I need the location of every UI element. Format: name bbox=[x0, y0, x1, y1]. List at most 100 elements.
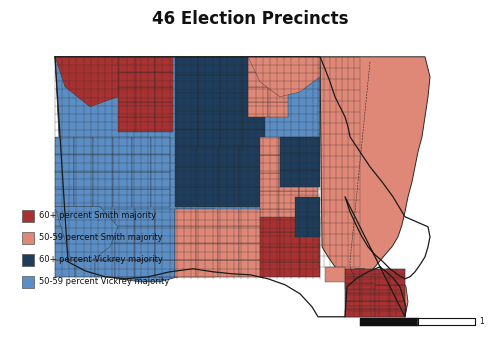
Bar bbox=[196, 187, 218, 207]
Bar bbox=[118, 57, 137, 72]
Bar bbox=[112, 189, 132, 207]
Bar bbox=[95, 226, 115, 243]
Bar bbox=[198, 129, 220, 147]
Bar bbox=[75, 243, 95, 260]
Bar bbox=[195, 260, 215, 277]
Polygon shape bbox=[55, 57, 118, 107]
Bar bbox=[375, 293, 390, 301]
Bar bbox=[175, 243, 196, 260]
Bar bbox=[55, 172, 74, 189]
Bar bbox=[260, 262, 280, 277]
Bar bbox=[135, 243, 155, 260]
Bar bbox=[218, 209, 239, 226]
Bar bbox=[220, 111, 242, 129]
Bar bbox=[175, 226, 195, 243]
Bar bbox=[175, 129, 198, 147]
Bar bbox=[112, 137, 132, 154]
Bar bbox=[242, 75, 265, 93]
Bar bbox=[115, 243, 135, 260]
Bar bbox=[195, 226, 215, 243]
Bar bbox=[175, 209, 195, 226]
Bar bbox=[95, 260, 115, 277]
Bar bbox=[115, 209, 135, 226]
Bar bbox=[239, 187, 260, 207]
Bar bbox=[300, 247, 320, 262]
Bar bbox=[175, 260, 196, 277]
Bar bbox=[136, 87, 154, 102]
Bar bbox=[118, 87, 137, 102]
Bar bbox=[22, 232, 34, 244]
Bar bbox=[298, 191, 318, 209]
Bar bbox=[118, 72, 137, 87]
Bar bbox=[298, 209, 318, 227]
Bar bbox=[375, 269, 390, 277]
Bar bbox=[198, 93, 220, 111]
Bar bbox=[260, 137, 280, 155]
Bar bbox=[135, 209, 155, 226]
Bar bbox=[132, 172, 151, 189]
Bar bbox=[280, 232, 300, 247]
Bar bbox=[280, 217, 300, 232]
Bar bbox=[196, 226, 218, 243]
Bar bbox=[55, 260, 75, 277]
Bar bbox=[268, 72, 288, 87]
Bar bbox=[95, 209, 115, 226]
Bar bbox=[218, 167, 239, 187]
Bar bbox=[345, 283, 360, 289]
Bar bbox=[360, 301, 375, 309]
Bar bbox=[55, 189, 74, 207]
Bar bbox=[345, 285, 360, 293]
Text: 60+ percent Smith majority: 60+ percent Smith majority bbox=[39, 211, 156, 220]
Bar bbox=[300, 137, 320, 153]
Bar bbox=[248, 72, 268, 87]
Bar bbox=[280, 155, 298, 173]
Bar bbox=[94, 189, 112, 207]
Bar bbox=[75, 226, 95, 243]
Bar bbox=[74, 189, 94, 207]
Bar bbox=[75, 260, 95, 277]
Bar bbox=[260, 209, 280, 227]
Bar bbox=[242, 111, 265, 129]
Bar bbox=[151, 154, 170, 172]
Bar bbox=[298, 137, 318, 155]
Bar bbox=[375, 301, 390, 309]
Bar bbox=[74, 172, 94, 189]
Bar bbox=[325, 267, 345, 282]
Bar bbox=[248, 57, 268, 72]
Bar bbox=[94, 137, 112, 154]
Bar bbox=[115, 226, 135, 243]
Bar bbox=[175, 57, 198, 75]
Bar bbox=[151, 189, 170, 207]
Bar bbox=[345, 293, 360, 301]
Bar bbox=[298, 173, 318, 191]
Bar bbox=[175, 167, 196, 187]
Bar bbox=[22, 276, 34, 288]
Bar bbox=[390, 285, 405, 293]
Text: 60+ percent Vickrey majority: 60+ percent Vickrey majority bbox=[39, 255, 163, 264]
Text: 50-59 percent Smith majority: 50-59 percent Smith majority bbox=[39, 233, 162, 242]
Bar bbox=[175, 226, 196, 243]
Bar bbox=[280, 137, 300, 153]
Bar bbox=[300, 153, 320, 170]
Bar bbox=[239, 226, 260, 243]
Bar bbox=[175, 209, 196, 226]
Bar bbox=[22, 254, 34, 266]
Bar bbox=[300, 262, 320, 277]
Bar bbox=[248, 87, 268, 102]
Bar bbox=[280, 170, 300, 187]
Bar bbox=[155, 209, 175, 226]
Bar bbox=[118, 102, 137, 117]
Bar bbox=[118, 117, 137, 132]
Bar bbox=[135, 260, 155, 277]
Bar bbox=[154, 117, 173, 132]
Bar bbox=[112, 172, 132, 189]
Bar bbox=[295, 217, 308, 237]
Bar bbox=[345, 277, 360, 285]
Bar bbox=[155, 226, 175, 243]
Bar bbox=[136, 57, 154, 72]
Bar bbox=[22, 210, 34, 222]
Bar bbox=[280, 247, 300, 262]
Polygon shape bbox=[345, 269, 408, 317]
Bar bbox=[151, 172, 170, 189]
Bar bbox=[360, 293, 375, 301]
